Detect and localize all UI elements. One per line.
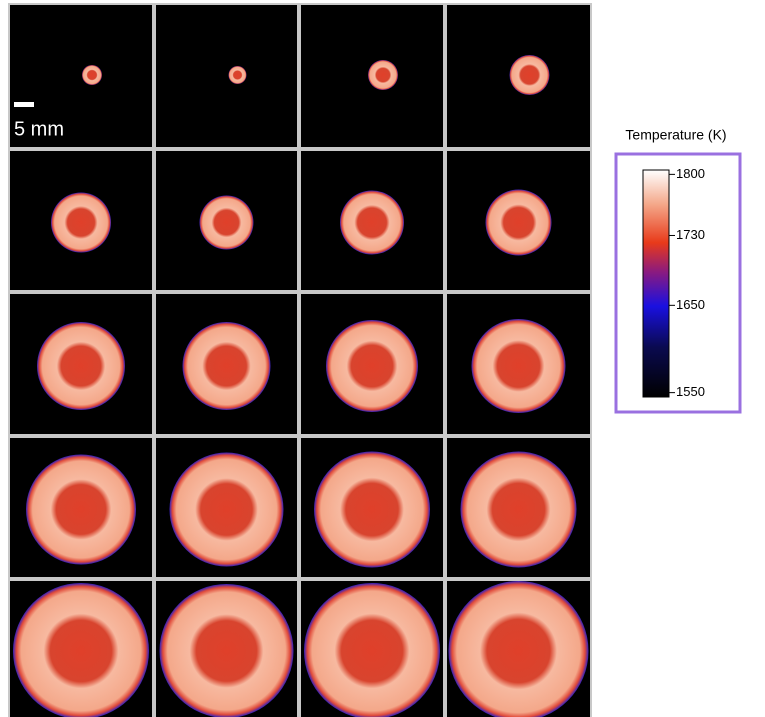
melt-pool <box>228 66 247 84</box>
colorbar-gradient <box>642 169 670 398</box>
scale-bar <box>14 102 34 107</box>
melt-pool <box>37 322 125 410</box>
scale-bar-label: 5 mm <box>14 118 64 140</box>
melt-pool <box>448 581 589 717</box>
colorbar-tick-label: 1800 <box>676 166 705 181</box>
melt-pool <box>509 55 550 95</box>
melt-pool <box>485 189 552 256</box>
melt-pool <box>304 583 440 717</box>
colorbar-tick-label: 1550 <box>676 384 705 399</box>
melt-pool <box>199 195 254 250</box>
melt-pool <box>51 192 111 253</box>
thermal-image <box>156 5 297 147</box>
melt-pool <box>368 60 398 90</box>
melt-pool <box>326 320 418 412</box>
melt-pool <box>471 319 566 413</box>
melt-pool <box>460 451 577 568</box>
thermal-image <box>10 5 152 147</box>
colorbar-title: Temperature (K) <box>625 127 726 143</box>
colorbar-tick-label: 1730 <box>676 227 705 242</box>
colorbar-box <box>614 152 742 414</box>
melt-pool <box>13 583 149 717</box>
melt-pool <box>26 454 136 565</box>
melt-pool <box>182 322 271 410</box>
melt-pool <box>314 451 430 568</box>
melt-pool <box>340 190 404 255</box>
colorbar-tick-label: 1650 <box>676 297 705 312</box>
image-grid <box>10 5 590 717</box>
melt-pool <box>169 452 284 567</box>
melt-pool <box>159 584 294 717</box>
melt-pool <box>82 65 102 85</box>
colorbar: 1800 1730 1650 1550 <box>642 166 705 399</box>
